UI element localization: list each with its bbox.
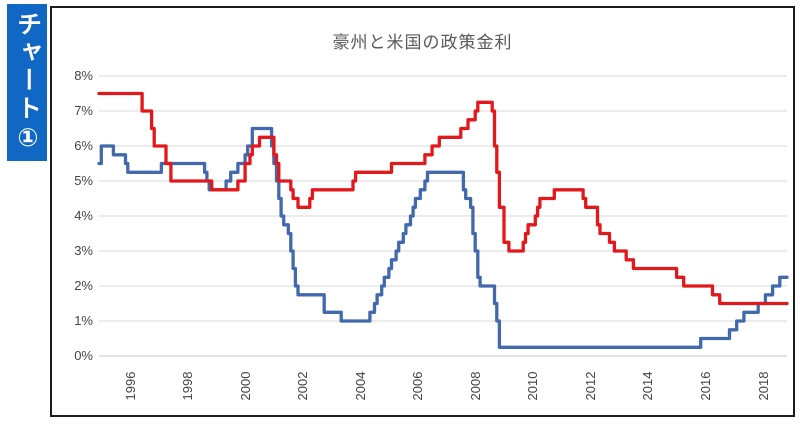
x-tick-label: 2010 [525, 371, 541, 401]
chart-frame: 豪州と米国の政策金利 0% 1% 2% 3% 4% 5% 6% 7% 8% 1996 1998 200… [50, 6, 795, 417]
y-tick-label: 6% [74, 138, 93, 153]
series-line-米国 [97, 126, 789, 349]
y-tick-label: 8% [74, 68, 93, 83]
x-tick-label: 2016 [698, 371, 713, 401]
x-tick-label: 2008 [467, 371, 483, 401]
plot-area: 0% 1% 2% 3% 4% 5% 6% 7% 8% 1996 1998 2000 2002 2004 20… [52, 8, 793, 415]
y-tick-label: 5% [74, 173, 93, 188]
y-tick-label: 1% [74, 313, 93, 328]
chart-label-badge: チャート① [7, 4, 47, 161]
y-tick-label: 4% [74, 208, 93, 223]
x-tick-label: 2004 [352, 371, 368, 401]
x-tick-label: 2002 [295, 371, 311, 401]
y-tick-label: 0% [74, 348, 93, 363]
y-tick-label: 3% [74, 243, 93, 258]
x-tick-label: 2018 [755, 371, 771, 401]
x-tick-label: 2014 [640, 371, 656, 401]
series-line-豪州 [97, 91, 789, 306]
chart-label-text: チャート① [13, 10, 42, 155]
x-tick-label: 1996 [122, 371, 138, 401]
y-tick-label: 2% [74, 278, 93, 293]
x-tick-label: 1998 [180, 371, 196, 401]
x-tick-label: 2012 [582, 371, 598, 401]
chart-title: 豪州と米国の政策金利 [332, 33, 513, 52]
x-tick-label: 2006 [410, 371, 426, 401]
y-tick-label: 7% [74, 103, 93, 118]
x-tick-label: 2000 [237, 371, 253, 401]
chart-svg [97, 75, 789, 357]
